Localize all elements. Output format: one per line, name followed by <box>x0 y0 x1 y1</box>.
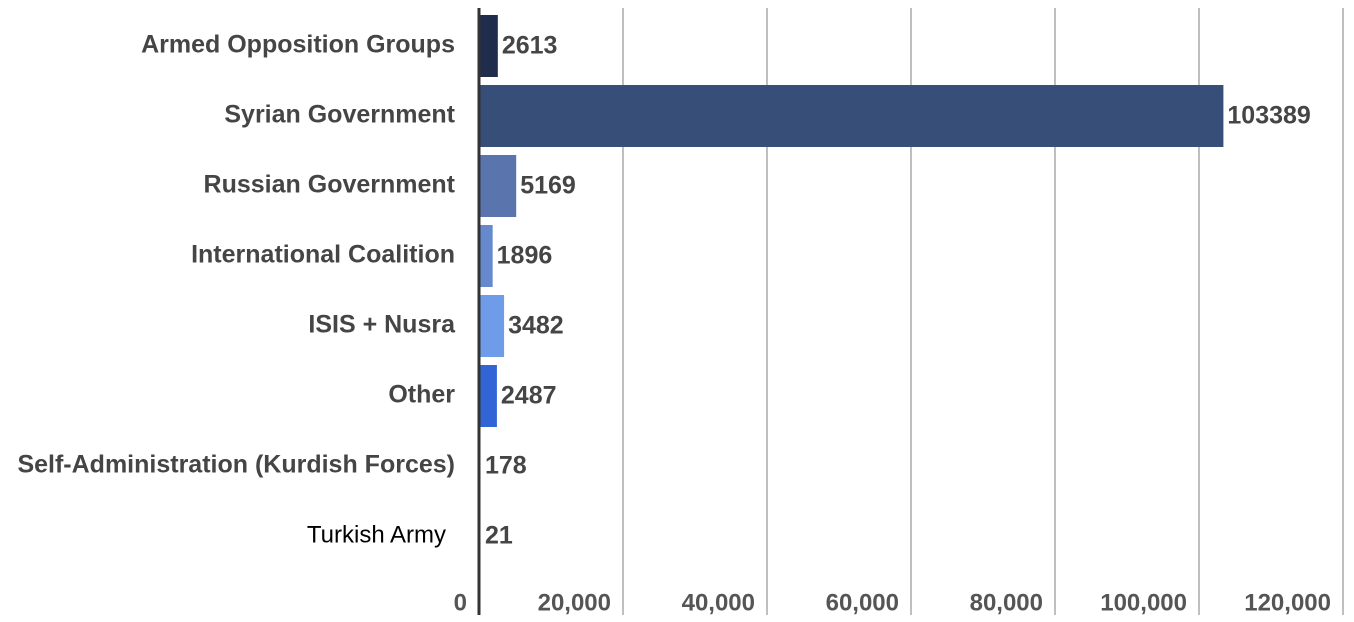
x-tick-label: 60,000 <box>826 589 899 616</box>
bar <box>479 85 1224 147</box>
bar <box>479 295 505 357</box>
category-label: ISIS + Nusra <box>308 311 456 339</box>
value-label: 1896 <box>497 242 553 270</box>
value-label: 5169 <box>520 172 576 200</box>
x-tick-label: 120,000 <box>1244 589 1331 616</box>
value-label: 2487 <box>501 382 557 410</box>
value-label: 3482 <box>508 312 564 340</box>
bar <box>479 15 498 77</box>
category-label: Russian Government <box>204 171 456 199</box>
x-tick-label: 80,000 <box>970 589 1043 616</box>
category-label: Other <box>388 381 455 409</box>
value-label: 103389 <box>1227 102 1310 130</box>
value-label: 2613 <box>502 32 558 60</box>
category-label: Self-Administration (Kurdish Forces) <box>17 451 455 479</box>
value-label: 21 <box>485 522 513 550</box>
category-label: Syrian Government <box>224 101 455 129</box>
bar <box>479 225 493 287</box>
value-label: 178 <box>485 452 527 480</box>
category-label: Armed Opposition Groups <box>141 31 455 59</box>
x-tick-label: 100,000 <box>1100 589 1187 616</box>
category-label: Turkish Army <box>307 521 446 548</box>
category-label: International Coalition <box>191 241 455 269</box>
bar <box>479 155 517 217</box>
x-tick-label: 40,000 <box>682 589 755 616</box>
x-tick-label: 0 <box>454 589 467 616</box>
bar <box>479 365 497 427</box>
x-tick-label: 20,000 <box>538 589 611 616</box>
